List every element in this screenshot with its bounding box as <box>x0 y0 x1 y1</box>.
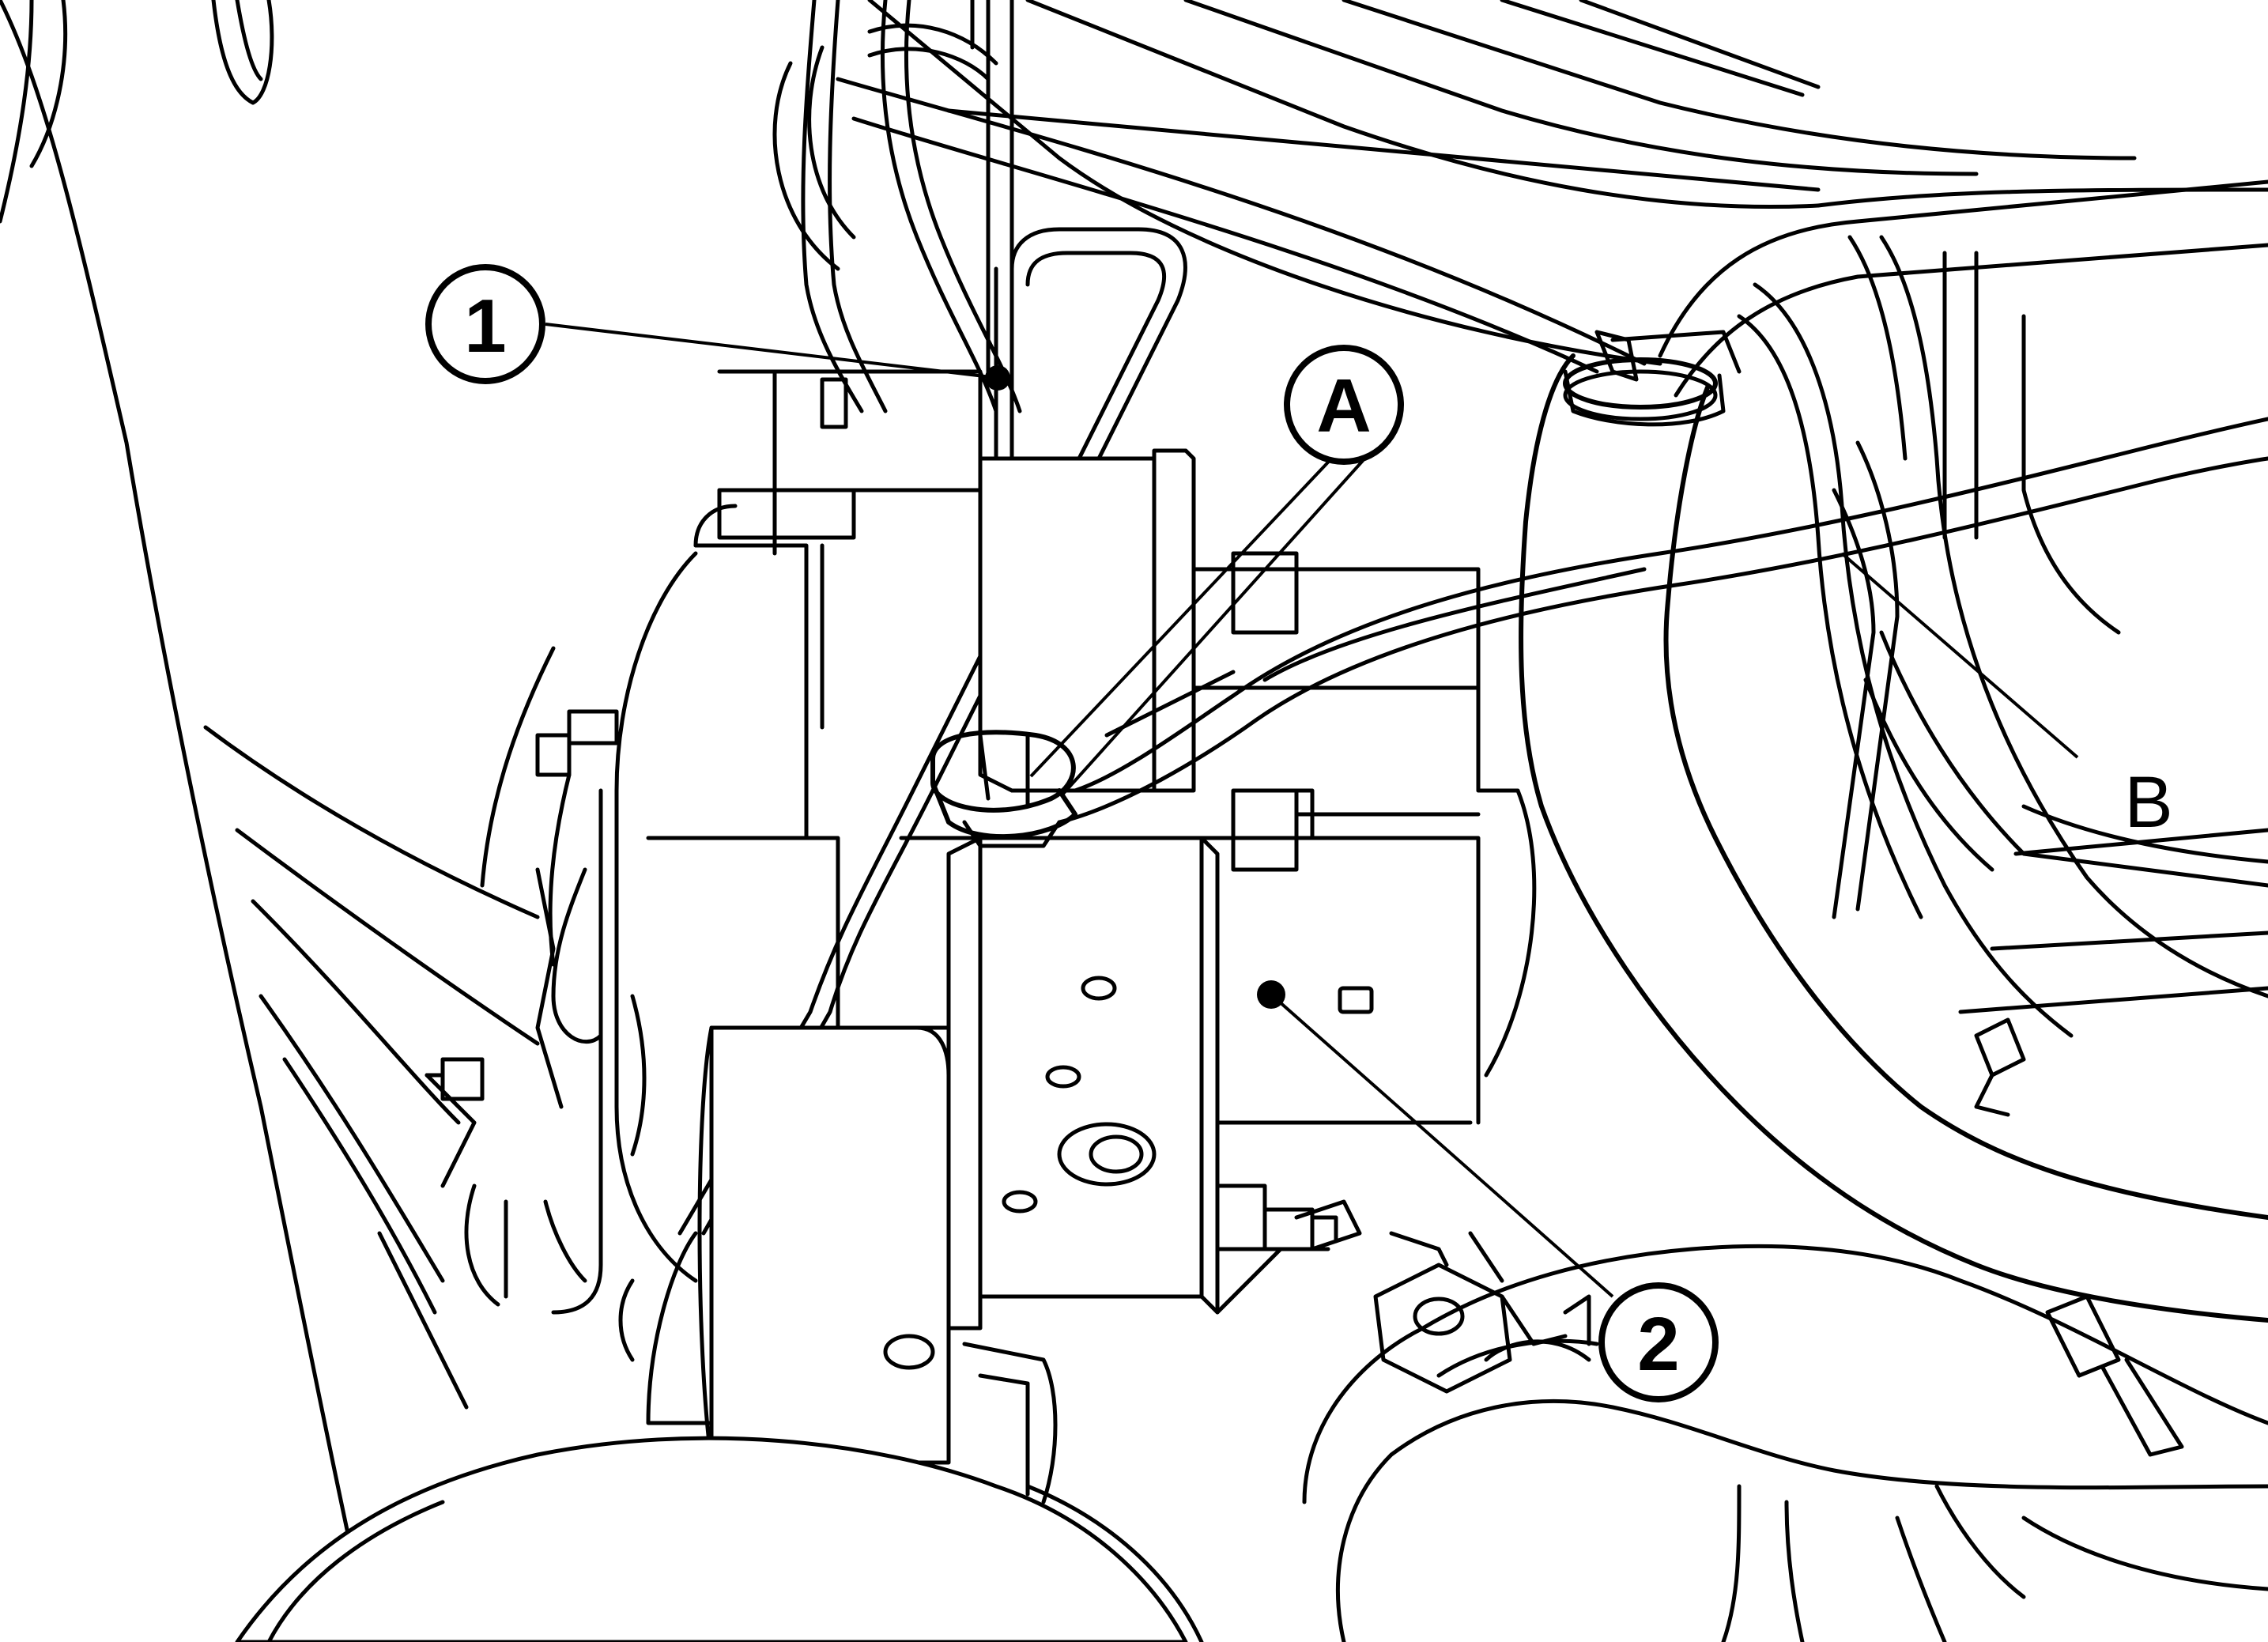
actuator-body <box>425 369 1537 1465</box>
callout-2: 2 <box>1598 1282 1719 1402</box>
callout-2-label: 2 <box>1637 1302 1679 1387</box>
frame-rails-right <box>1737 235 2268 1117</box>
leader-a-line-2 <box>1062 454 1369 795</box>
leaders <box>545 323 2079 1298</box>
lower-crossmember <box>1302 1231 2268 1642</box>
mounting-bracket-left <box>425 646 647 1362</box>
brake-lines-upper <box>772 0 1022 413</box>
rubber-hose-right <box>1519 330 2268 1323</box>
leader-b <box>1840 552 2079 759</box>
leader-dot-1 <box>985 365 1010 391</box>
lower-mount-brackets <box>962 1199 1362 1504</box>
body-panel-left <box>0 0 540 1642</box>
callout-b-label: B <box>2124 762 2172 843</box>
callout-a-label: A <box>1316 364 1371 448</box>
body-lower-left <box>235 1436 1204 1642</box>
leader-dot-2 <box>1257 980 1285 1009</box>
frame-rails-upper <box>836 0 2137 374</box>
callout-1: 1 <box>425 264 545 384</box>
callout-1-label: 1 <box>464 284 506 368</box>
leader-1 <box>545 323 998 379</box>
hose-b <box>1057 179 2268 825</box>
leader-2 <box>1270 993 1614 1298</box>
leader-a-line-1 <box>1029 451 1339 778</box>
callout-b: B <box>2124 762 2172 843</box>
callout-a: A <box>1284 345 1404 465</box>
